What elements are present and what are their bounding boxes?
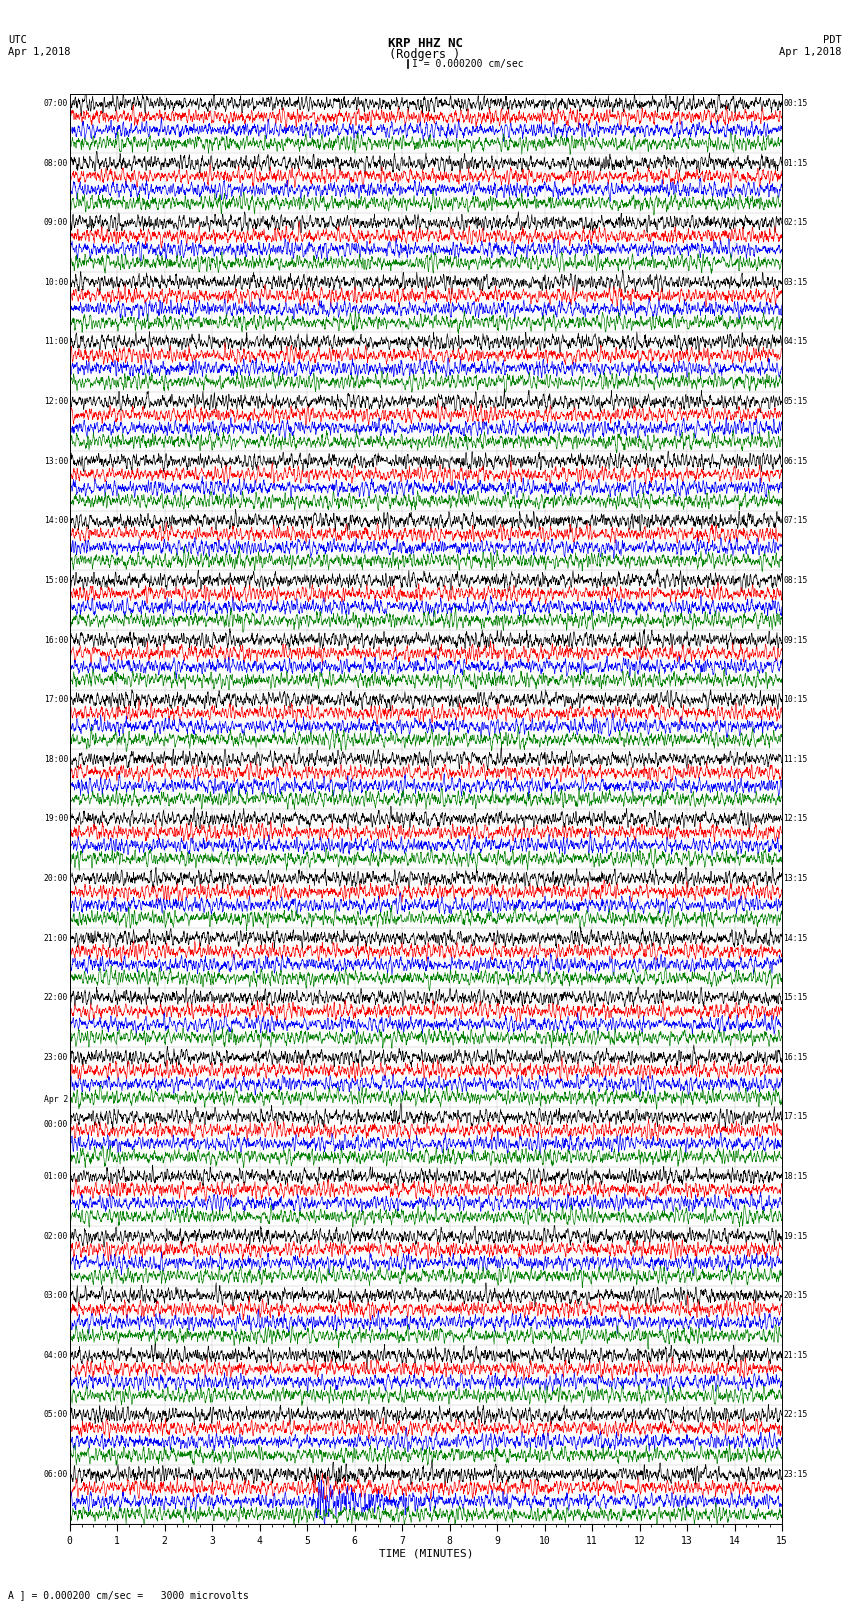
- Text: 13:15: 13:15: [784, 874, 808, 882]
- Text: I = 0.000200 cm/sec: I = 0.000200 cm/sec: [412, 58, 524, 69]
- Text: Apr 2: Apr 2: [44, 1095, 68, 1105]
- Text: 06:00: 06:00: [44, 1469, 68, 1479]
- Text: PDT: PDT: [823, 35, 842, 45]
- Text: 21:00: 21:00: [44, 934, 68, 942]
- X-axis label: TIME (MINUTES): TIME (MINUTES): [378, 1548, 473, 1558]
- Text: 19:00: 19:00: [44, 815, 68, 823]
- Text: KRP HHZ NC: KRP HHZ NC: [388, 37, 462, 50]
- Text: 09:00: 09:00: [44, 218, 68, 227]
- Text: 07:15: 07:15: [784, 516, 808, 526]
- Text: 17:00: 17:00: [44, 695, 68, 705]
- Text: Apr 1,2018: Apr 1,2018: [779, 47, 842, 56]
- Text: 04:15: 04:15: [784, 337, 808, 347]
- Text: 23:15: 23:15: [784, 1469, 808, 1479]
- Text: 03:15: 03:15: [784, 277, 808, 287]
- Text: 12:15: 12:15: [784, 815, 808, 823]
- Text: 13:00: 13:00: [44, 456, 68, 466]
- Text: 21:15: 21:15: [784, 1350, 808, 1360]
- Text: 03:00: 03:00: [44, 1292, 68, 1300]
- Text: 01:15: 01:15: [784, 158, 808, 168]
- Text: Apr 1,2018: Apr 1,2018: [8, 47, 71, 56]
- Text: 15:15: 15:15: [784, 994, 808, 1002]
- Text: 00:00: 00:00: [44, 1119, 68, 1129]
- Text: 23:00: 23:00: [44, 1053, 68, 1061]
- Text: (Rodgers ): (Rodgers ): [389, 48, 461, 61]
- Text: 08:00: 08:00: [44, 158, 68, 168]
- Text: 16:00: 16:00: [44, 636, 68, 645]
- Text: 07:00: 07:00: [44, 98, 68, 108]
- Text: 06:15: 06:15: [784, 456, 808, 466]
- Text: 16:15: 16:15: [784, 1053, 808, 1061]
- Text: A ] = 0.000200 cm/sec =   3000 microvolts: A ] = 0.000200 cm/sec = 3000 microvolts: [8, 1590, 249, 1600]
- Text: 11:15: 11:15: [784, 755, 808, 763]
- Text: 00:15: 00:15: [784, 98, 808, 108]
- Text: 04:00: 04:00: [44, 1350, 68, 1360]
- Text: 02:00: 02:00: [44, 1232, 68, 1240]
- Text: 08:15: 08:15: [784, 576, 808, 586]
- Text: 18:15: 18:15: [784, 1173, 808, 1181]
- Text: 17:15: 17:15: [784, 1113, 808, 1121]
- Text: 12:00: 12:00: [44, 397, 68, 406]
- Text: 22:00: 22:00: [44, 994, 68, 1002]
- Text: 15:00: 15:00: [44, 576, 68, 586]
- Text: 09:15: 09:15: [784, 636, 808, 645]
- Text: UTC: UTC: [8, 35, 27, 45]
- Text: 02:15: 02:15: [784, 218, 808, 227]
- Text: 20:00: 20:00: [44, 874, 68, 882]
- Text: 20:15: 20:15: [784, 1292, 808, 1300]
- Text: 18:00: 18:00: [44, 755, 68, 763]
- Text: 14:15: 14:15: [784, 934, 808, 942]
- Text: 11:00: 11:00: [44, 337, 68, 347]
- Text: 05:00: 05:00: [44, 1410, 68, 1419]
- Text: 14:00: 14:00: [44, 516, 68, 526]
- Text: 01:00: 01:00: [44, 1173, 68, 1181]
- Text: 10:15: 10:15: [784, 695, 808, 705]
- Text: 22:15: 22:15: [784, 1410, 808, 1419]
- Text: 10:00: 10:00: [44, 277, 68, 287]
- Text: 19:15: 19:15: [784, 1232, 808, 1240]
- Text: 05:15: 05:15: [784, 397, 808, 406]
